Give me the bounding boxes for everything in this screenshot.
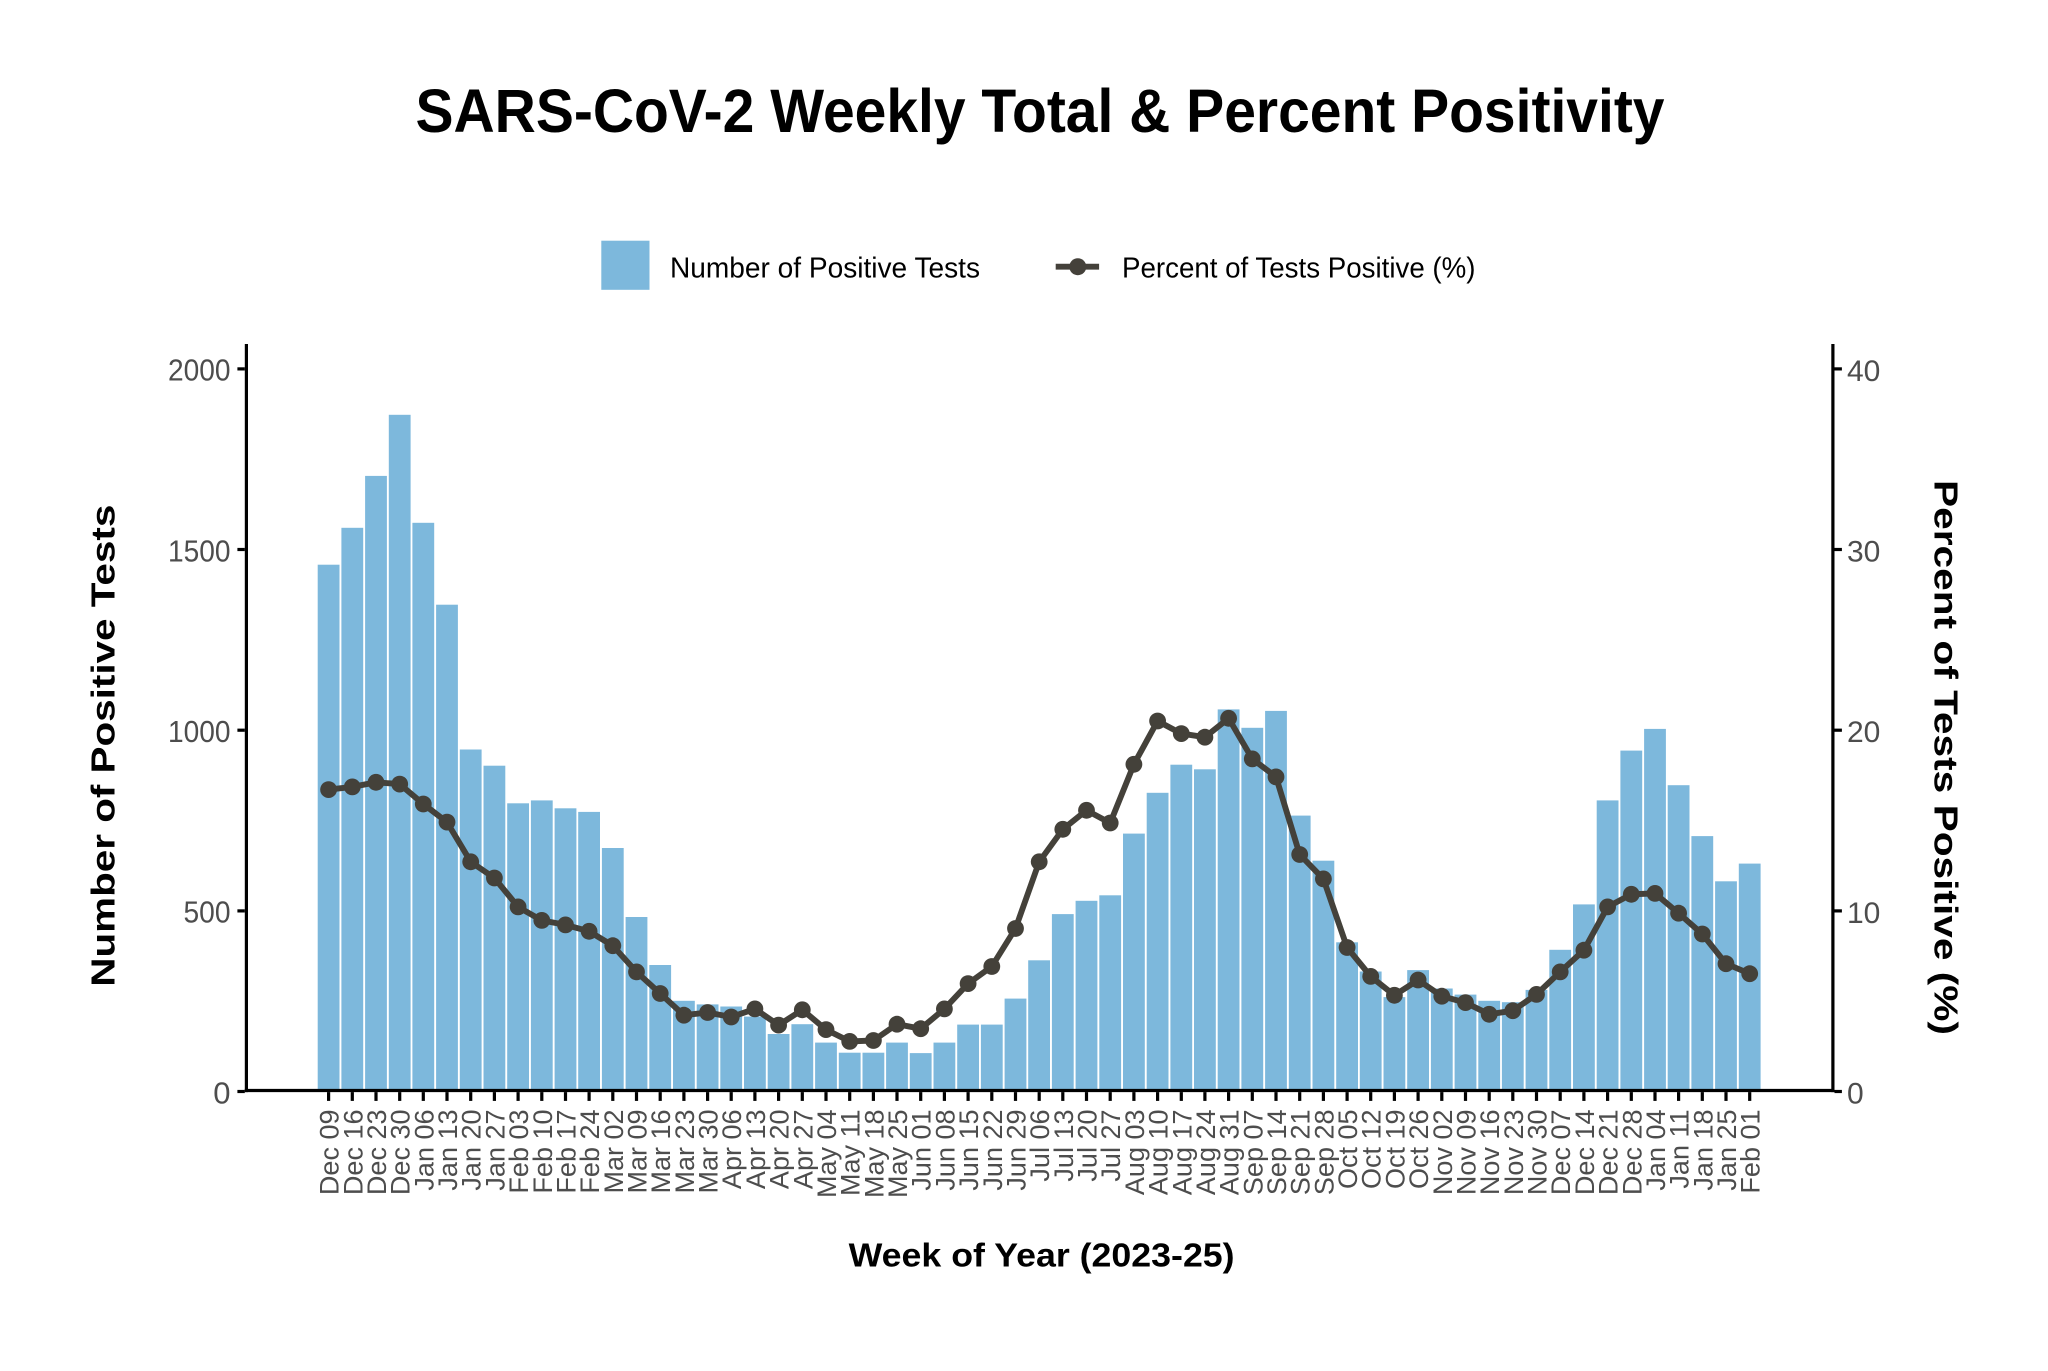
- svg-text:Feb 10: Feb 10: [528, 1110, 558, 1194]
- svg-text:Jan 04: Jan 04: [1641, 1110, 1671, 1191]
- svg-text:Jul 20: Jul 20: [1073, 1110, 1103, 1182]
- svg-text:Apr 13: Apr 13: [741, 1110, 771, 1190]
- svg-text:0: 0: [213, 1075, 230, 1110]
- svg-text:40: 40: [1847, 355, 1880, 388]
- svg-text:Aug 17: Aug 17: [1167, 1110, 1197, 1196]
- svg-text:Nov 30: Nov 30: [1523, 1110, 1553, 1196]
- svg-text:1500: 1500: [168, 533, 231, 568]
- svg-text:Mar 09: Mar 09: [623, 1110, 653, 1194]
- svg-text:500: 500: [184, 895, 231, 930]
- svg-text:Feb 03: Feb 03: [504, 1110, 534, 1194]
- svg-text:1000: 1000: [168, 714, 231, 749]
- svg-text:Jun 15: Jun 15: [954, 1110, 984, 1191]
- svg-text:Aug 31: Aug 31: [1215, 1110, 1245, 1196]
- svg-text:Oct 19: Oct 19: [1380, 1110, 1410, 1190]
- svg-text:SARS-CoV-2 Weekly Total & Perc: SARS-CoV-2 Weekly Total & Percent Positi…: [416, 77, 1665, 145]
- svg-text:Jan 20: Jan 20: [457, 1110, 487, 1191]
- svg-text:Mar 23: Mar 23: [670, 1110, 700, 1194]
- svg-text:Jan 25: Jan 25: [1712, 1110, 1742, 1191]
- svg-text:Mar 02: Mar 02: [599, 1110, 629, 1194]
- svg-text:Apr 27: Apr 27: [788, 1110, 818, 1190]
- svg-text:Sep 14: Sep 14: [1262, 1110, 1292, 1196]
- svg-text:Week of Year (2023-25): Week of Year (2023-25): [849, 1236, 1235, 1273]
- svg-text:Sep 07: Sep 07: [1238, 1110, 1268, 1196]
- svg-text:Jan 13: Jan 13: [433, 1110, 463, 1191]
- svg-text:Dec 07: Dec 07: [1546, 1110, 1576, 1196]
- svg-text:Jun 29: Jun 29: [1002, 1110, 1032, 1191]
- svg-text:Jun 22: Jun 22: [978, 1110, 1008, 1191]
- svg-text:Aug 03: Aug 03: [1120, 1110, 1150, 1196]
- svg-text:Apr 20: Apr 20: [765, 1110, 795, 1190]
- svg-text:Aug 10: Aug 10: [1144, 1110, 1174, 1196]
- svg-text:Jan 18: Jan 18: [1688, 1110, 1718, 1191]
- svg-text:10: 10: [1847, 897, 1880, 930]
- svg-text:Jun 08: Jun 08: [930, 1110, 960, 1191]
- svg-text:Dec 30: Dec 30: [386, 1110, 416, 1196]
- svg-text:Jan 06: Jan 06: [409, 1110, 439, 1191]
- svg-text:30: 30: [1847, 536, 1880, 569]
- svg-text:Percent of Tests Positive (%): Percent of Tests Positive (%): [1122, 252, 1476, 284]
- svg-text:Jan 11: Jan 11: [1665, 1110, 1695, 1189]
- svg-text:Feb 17: Feb 17: [552, 1110, 582, 1194]
- svg-text:Feb 01: Feb 01: [1736, 1110, 1766, 1194]
- svg-text:Oct 12: Oct 12: [1357, 1110, 1387, 1190]
- svg-text:May 25: May 25: [883, 1110, 913, 1199]
- svg-text:Dec 28: Dec 28: [1617, 1110, 1647, 1196]
- svg-text:May 04: May 04: [812, 1110, 842, 1199]
- svg-text:May 11: May 11: [836, 1110, 866, 1197]
- svg-text:Number of Positive Tests: Number of Positive Tests: [670, 252, 980, 284]
- svg-text:Sep 28: Sep 28: [1309, 1110, 1339, 1196]
- svg-text:Jul 06: Jul 06: [1025, 1110, 1055, 1182]
- svg-text:Nov 09: Nov 09: [1452, 1110, 1482, 1196]
- svg-text:Aug 24: Aug 24: [1191, 1110, 1221, 1196]
- svg-text:Nov 23: Nov 23: [1499, 1110, 1529, 1196]
- svg-text:2000: 2000: [168, 353, 231, 388]
- svg-text:Jan 27: Jan 27: [480, 1110, 510, 1191]
- svg-text:Mar 30: Mar 30: [694, 1110, 724, 1194]
- svg-text:Dec 16: Dec 16: [338, 1110, 368, 1196]
- svg-text:Dec 21: Dec 21: [1594, 1110, 1624, 1196]
- svg-text:Sep 21: Sep 21: [1286, 1110, 1316, 1196]
- svg-text:20: 20: [1847, 716, 1880, 749]
- svg-text:Jul 13: Jul 13: [1049, 1110, 1079, 1182]
- svg-text:Mar 16: Mar 16: [646, 1110, 676, 1194]
- svg-text:Nov 02: Nov 02: [1428, 1110, 1458, 1196]
- svg-text:Dec 23: Dec 23: [362, 1110, 392, 1196]
- svg-text:Apr 06: Apr 06: [717, 1110, 747, 1190]
- svg-text:Percent of Tests Positive (%): Percent of Tests Positive (%): [1928, 480, 1965, 1035]
- svg-text:Dec 09: Dec 09: [315, 1110, 345, 1196]
- svg-text:Number of Positive Tests: Number of Positive Tests: [85, 505, 122, 987]
- svg-text:Dec 14: Dec 14: [1570, 1110, 1600, 1196]
- svg-text:0: 0: [1847, 1078, 1864, 1111]
- svg-text:Oct 05: Oct 05: [1333, 1110, 1363, 1190]
- svg-text:Jun 01: Jun 01: [907, 1110, 937, 1191]
- svg-text:May 18: May 18: [859, 1110, 889, 1199]
- svg-text:Nov 16: Nov 16: [1475, 1110, 1505, 1196]
- svg-text:Jul 27: Jul 27: [1096, 1110, 1126, 1182]
- svg-text:Oct 26: Oct 26: [1404, 1110, 1434, 1190]
- svg-text:Feb 24: Feb 24: [575, 1110, 605, 1194]
